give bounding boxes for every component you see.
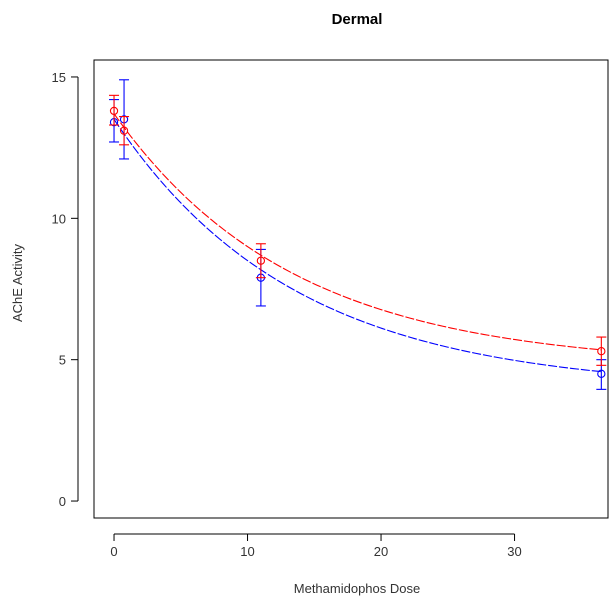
chart-title: Dermal [332, 11, 383, 28]
x-tick-label: 20 [374, 544, 388, 559]
fitted-curve-series-1 [113, 119, 602, 373]
data-points [109, 79, 607, 390]
data-point [255, 243, 266, 279]
data-point [596, 336, 607, 366]
x-tick-label: 0 [110, 544, 117, 559]
y-axis-label: AChE Activity [10, 243, 25, 322]
y-tick-label: 0 [59, 494, 66, 509]
data-point [109, 94, 120, 126]
plot-frame [93, 59, 609, 519]
x-tick-label: 10 [240, 544, 254, 559]
x-axis-label: Methamidophos Dose [294, 581, 420, 596]
data-point [119, 115, 130, 146]
y-tick-label: 5 [59, 353, 66, 368]
x-tick-label: 30 [507, 544, 521, 559]
point-marker-series-2 [109, 106, 119, 116]
point-marker-series-2 [119, 126, 129, 135]
y-tick-label: 15 [52, 70, 66, 85]
point-marker-series-1 [597, 369, 606, 378]
point-marker-series-2 [256, 256, 266, 265]
axes-layer: 0 10 20 30 0 5 10 15 [52, 70, 522, 559]
fitted-curves [113, 113, 602, 373]
y-tick-label: 10 [52, 211, 66, 226]
point-marker-series-2 [597, 347, 606, 356]
fitted-curve-series-2 [113, 113, 602, 351]
